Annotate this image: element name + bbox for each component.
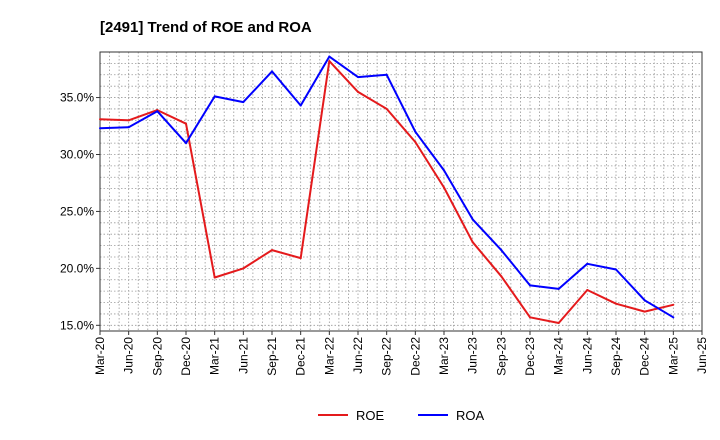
data-point-roe bbox=[529, 316, 531, 319]
data-point-roe bbox=[385, 107, 388, 110]
data-point-roa bbox=[615, 268, 617, 271]
x-tick-label: Sep-24 bbox=[609, 337, 623, 376]
data-point-roa bbox=[643, 299, 646, 302]
x-tick-label: Sep-20 bbox=[150, 337, 164, 376]
data-point-roe bbox=[127, 119, 130, 122]
data-point-roa bbox=[213, 95, 216, 98]
x-tick-label: Jun-25 bbox=[695, 337, 709, 374]
data-point-roa bbox=[271, 70, 273, 73]
data-point-roa bbox=[299, 104, 302, 107]
data-point-roe bbox=[213, 276, 216, 279]
chart-title: [2491] Trend of ROE and ROA bbox=[100, 19, 312, 36]
x-tick-label: Mar-22 bbox=[322, 337, 336, 375]
data-point-roa bbox=[586, 262, 589, 265]
legend-label-roa: ROA bbox=[456, 408, 485, 423]
x-tick-label: Dec-24 bbox=[638, 337, 652, 376]
y-tick-label: 15.0% bbox=[60, 318, 94, 332]
x-tick-label: Dec-23 bbox=[523, 337, 537, 376]
x-tick-label: Mar-23 bbox=[437, 337, 451, 375]
data-point-roe bbox=[672, 303, 675, 306]
y-tick-label: 30.0% bbox=[60, 147, 94, 161]
plot-border bbox=[99, 51, 703, 332]
data-point-roe bbox=[328, 60, 331, 63]
x-tick-label: Jun-22 bbox=[351, 337, 365, 374]
x-tick-label: Jun-20 bbox=[122, 337, 136, 374]
data-point-roa bbox=[471, 218, 474, 221]
data-point-roa bbox=[185, 142, 187, 145]
x-tick-label: Sep-21 bbox=[265, 337, 279, 376]
x-tick-label: Mar-21 bbox=[208, 337, 222, 375]
x-tick-label: Dec-21 bbox=[294, 337, 308, 376]
x-tick-label: Jun-23 bbox=[466, 337, 480, 374]
data-point-roe bbox=[443, 186, 445, 189]
legend-label-roe: ROE bbox=[356, 408, 385, 423]
x-tick-label: Jun-21 bbox=[236, 337, 250, 374]
data-point-roa bbox=[357, 76, 359, 79]
data-point-roe bbox=[586, 289, 589, 292]
data-point-roa bbox=[156, 110, 159, 113]
plot-area bbox=[100, 52, 702, 331]
data-point-roa bbox=[529, 284, 531, 287]
x-tick-label: Sep-23 bbox=[494, 337, 508, 376]
x-tick-label: Dec-20 bbox=[179, 337, 193, 376]
data-point-roa bbox=[127, 126, 130, 129]
x-tick-label: Jun-24 bbox=[580, 337, 594, 374]
data-point-roe bbox=[557, 322, 560, 325]
x-tick-label: Dec-22 bbox=[408, 337, 422, 376]
y-tick-label: 20.0% bbox=[60, 261, 94, 275]
data-point-roe bbox=[271, 249, 273, 252]
x-tick-label: Mar-20 bbox=[93, 337, 107, 375]
y-tick-label: 35.0% bbox=[60, 91, 94, 105]
data-point-roa bbox=[443, 169, 445, 172]
data-point-roe bbox=[615, 302, 617, 305]
y-tick-label: 25.0% bbox=[60, 204, 94, 218]
data-point-roa bbox=[500, 249, 503, 252]
data-point-roe bbox=[414, 140, 417, 143]
data-point-roe bbox=[357, 90, 359, 93]
data-point-roa bbox=[414, 130, 417, 133]
data-point-roa bbox=[385, 73, 388, 76]
data-point-roe bbox=[299, 257, 302, 260]
data-point-roa bbox=[672, 316, 675, 319]
data-point-roe bbox=[185, 122, 187, 125]
data-point-roa bbox=[99, 127, 101, 130]
data-point-roa bbox=[242, 101, 245, 104]
x-tick-label: Mar-25 bbox=[666, 337, 680, 375]
data-point-roe bbox=[99, 118, 101, 121]
data-point-roe bbox=[242, 267, 245, 270]
data-point-roe bbox=[643, 310, 646, 313]
data-point-roe bbox=[500, 275, 503, 278]
x-tick-label: Sep-22 bbox=[380, 337, 394, 376]
data-point-roa bbox=[328, 55, 331, 58]
data-point-roe bbox=[471, 241, 474, 244]
x-tick-label: Mar-24 bbox=[552, 337, 566, 375]
data-point-roa bbox=[557, 287, 560, 290]
